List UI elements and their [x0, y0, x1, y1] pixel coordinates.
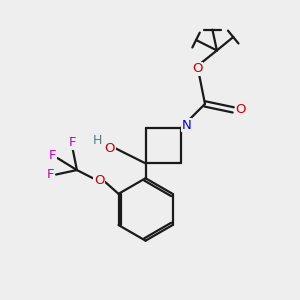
Text: N: N [182, 119, 191, 132]
Text: O: O [94, 174, 104, 187]
Text: O: O [192, 62, 203, 75]
Text: F: F [49, 149, 56, 162]
Text: F: F [69, 136, 76, 149]
Text: H: H [93, 134, 102, 147]
Text: O: O [236, 103, 246, 116]
Text: F: F [47, 168, 55, 181]
Text: O: O [105, 142, 115, 155]
